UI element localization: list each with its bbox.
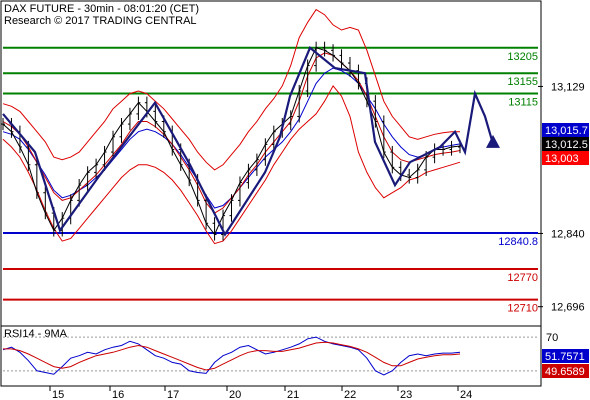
y-tick-label: 13,129 xyxy=(551,81,585,93)
price-series xyxy=(1,41,462,241)
level-label: 13155 xyxy=(507,76,538,88)
level-label: 12840.8 xyxy=(498,236,538,248)
level-label: 13115 xyxy=(508,97,538,109)
chart-title: DAX FUTURE - 30min - 08:01:20 (CET) xyxy=(4,3,199,15)
rsi-y-tick-label: 70 xyxy=(546,332,558,344)
bollinger-upper xyxy=(2,8,460,171)
x-tick-label: 24 xyxy=(460,389,472,400)
x-tick-label: 17 xyxy=(167,389,179,400)
price-tag: 13,015.7 xyxy=(545,125,588,137)
rsi-tag-box xyxy=(542,349,589,363)
moving-average-red xyxy=(2,52,461,214)
x-tick-label: 22 xyxy=(344,389,356,400)
projected-path xyxy=(2,46,495,237)
x-tick-label: 15 xyxy=(52,389,64,400)
price-panel-frame xyxy=(0,0,542,327)
x-tick-label: 23 xyxy=(400,389,412,400)
rsi-ma-line xyxy=(3,341,461,371)
rsi-tag-box xyxy=(542,364,589,378)
price-tag-box xyxy=(542,151,589,165)
rsi-line xyxy=(2,336,461,376)
projection-arrow-icon xyxy=(486,134,500,148)
price-tag-box xyxy=(542,137,589,151)
rsi-series xyxy=(2,336,461,376)
level-label: 13205 xyxy=(507,51,538,63)
level-lines: 13205 13155 13115 12840.8 12770 12710 xyxy=(3,46,538,315)
price-tag: 13,003 xyxy=(545,153,579,165)
price-close-line xyxy=(2,47,461,236)
price-tag-box xyxy=(542,123,589,137)
x-tick-label: 20 xyxy=(229,389,241,400)
rsi-title: RSI14 - 9MA xyxy=(4,328,68,340)
price-tag: 13,012.5 xyxy=(545,139,588,151)
bollinger-lower xyxy=(2,85,461,245)
x-tick-label: 16 xyxy=(112,389,124,400)
level-label: 12710 xyxy=(507,303,538,315)
y-tick-label: 12,840 xyxy=(551,228,585,240)
rsi-panel-frame xyxy=(0,325,542,387)
x-tick-label: 21 xyxy=(287,389,299,400)
rsi-tag: 51.7571 xyxy=(545,351,585,363)
rsi-reference-lines xyxy=(3,336,538,372)
moving-average-blue xyxy=(2,67,461,209)
chart-source: Research © 2017 TRADING CENTRAL xyxy=(4,15,197,27)
price-tags: 13,015.7 13,012.5 13,003 51.7571 49.6589 xyxy=(542,123,589,378)
y-tick-label: 12,696 xyxy=(551,302,585,314)
pattern-overlay xyxy=(2,46,500,237)
rsi-tag: 49.6589 xyxy=(545,366,585,378)
level-label: 12770 xyxy=(507,272,538,284)
